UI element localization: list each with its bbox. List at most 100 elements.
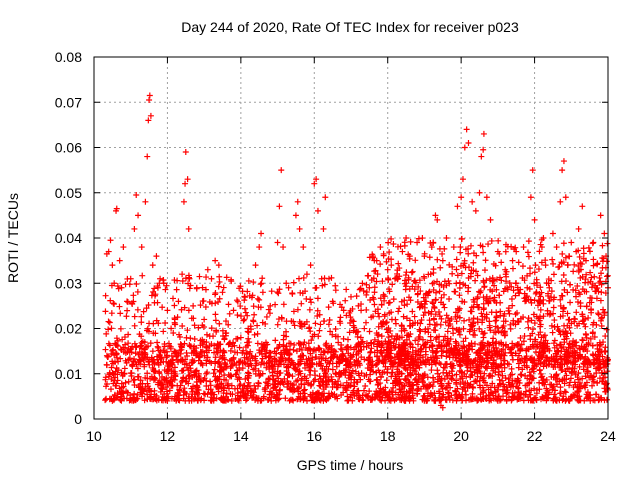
- data-point: [200, 390, 207, 397]
- data-point: [410, 397, 417, 404]
- data-point: [529, 326, 536, 333]
- data-point: [340, 369, 347, 376]
- data-point: [245, 325, 252, 332]
- data-point: [327, 349, 334, 356]
- data-point: [424, 390, 431, 397]
- data-point: [184, 327, 191, 334]
- data-point: [598, 270, 605, 277]
- data-point: [102, 292, 109, 299]
- data-point: [492, 350, 499, 357]
- data-point: [300, 397, 307, 404]
- data-point: [470, 296, 477, 303]
- data-point: [216, 373, 223, 380]
- data-point: [371, 301, 378, 308]
- data-point: [401, 280, 408, 287]
- data-point: [456, 347, 463, 354]
- data-point: [600, 374, 607, 381]
- data-point: [590, 352, 597, 359]
- data-point: [575, 369, 582, 376]
- data-point: [587, 269, 594, 276]
- data-point: [381, 293, 388, 300]
- data-point: [525, 238, 532, 245]
- data-point: [483, 315, 490, 322]
- data-point: [564, 289, 571, 296]
- data-point: [432, 335, 439, 342]
- data-point: [536, 298, 543, 305]
- data-point: [250, 318, 257, 325]
- data-point: [562, 278, 569, 285]
- data-point: [481, 283, 488, 290]
- data-point: [407, 371, 414, 378]
- data-point: [131, 322, 138, 329]
- data-point: [483, 194, 490, 201]
- data-point: [233, 335, 240, 342]
- data-point: [482, 364, 489, 371]
- data-point: [586, 248, 593, 255]
- data-point: [535, 266, 542, 273]
- data-point: [426, 288, 433, 295]
- data-point: [109, 262, 116, 269]
- data-point: [133, 192, 140, 199]
- data-point: [388, 262, 395, 269]
- data-point: [403, 235, 410, 241]
- data-point: [396, 305, 403, 312]
- data-point: [151, 285, 158, 292]
- data-point: [221, 335, 228, 342]
- data-point: [538, 236, 545, 243]
- data-point: [550, 304, 557, 311]
- data-point: [601, 347, 608, 354]
- data-point: [203, 274, 210, 281]
- data-point: [547, 310, 554, 317]
- data-point: [401, 239, 408, 246]
- data-point: [256, 349, 263, 356]
- data-point: [536, 299, 543, 306]
- data-point: [124, 307, 131, 314]
- data-point: [546, 311, 553, 318]
- data-point: [462, 351, 469, 358]
- data-point: [113, 205, 120, 212]
- data-point: [432, 350, 439, 357]
- data-point: [179, 323, 186, 330]
- data-point: [327, 328, 334, 335]
- data-point: [597, 317, 604, 324]
- data-point: [258, 280, 265, 287]
- data-point: [556, 361, 563, 368]
- data-point: [344, 336, 351, 343]
- data-point: [432, 360, 439, 367]
- data-point: [564, 310, 571, 317]
- data-point: [183, 378, 190, 385]
- data-point: [599, 369, 606, 376]
- data-point: [436, 333, 443, 340]
- data-point: [584, 368, 591, 375]
- data-point: [141, 361, 148, 368]
- data-point: [112, 382, 119, 389]
- data-point: [580, 360, 587, 367]
- data-point: [259, 319, 266, 326]
- data-point: [318, 275, 325, 282]
- data-point: [308, 397, 315, 404]
- data-point: [453, 266, 460, 273]
- data-point: [329, 353, 336, 360]
- data-point: [272, 337, 279, 344]
- data-point: [372, 362, 379, 369]
- data-point: [103, 352, 110, 359]
- data-point: [526, 265, 533, 272]
- data-point: [155, 379, 162, 386]
- data-point: [208, 275, 215, 282]
- data-point: [241, 316, 248, 323]
- data-point: [434, 256, 441, 263]
- data-point: [404, 301, 411, 308]
- data-point: [425, 329, 432, 336]
- data-point: [399, 348, 406, 355]
- data-point: [274, 239, 281, 246]
- data-point: [528, 354, 535, 361]
- data-point: [520, 397, 527, 404]
- data-point: [168, 325, 175, 332]
- data-point: [490, 361, 497, 368]
- data-point: [235, 397, 242, 404]
- data-point: [506, 279, 513, 286]
- data-point: [131, 225, 138, 232]
- data-point: [531, 297, 538, 304]
- data-point: [105, 248, 112, 255]
- data-point: [418, 345, 425, 352]
